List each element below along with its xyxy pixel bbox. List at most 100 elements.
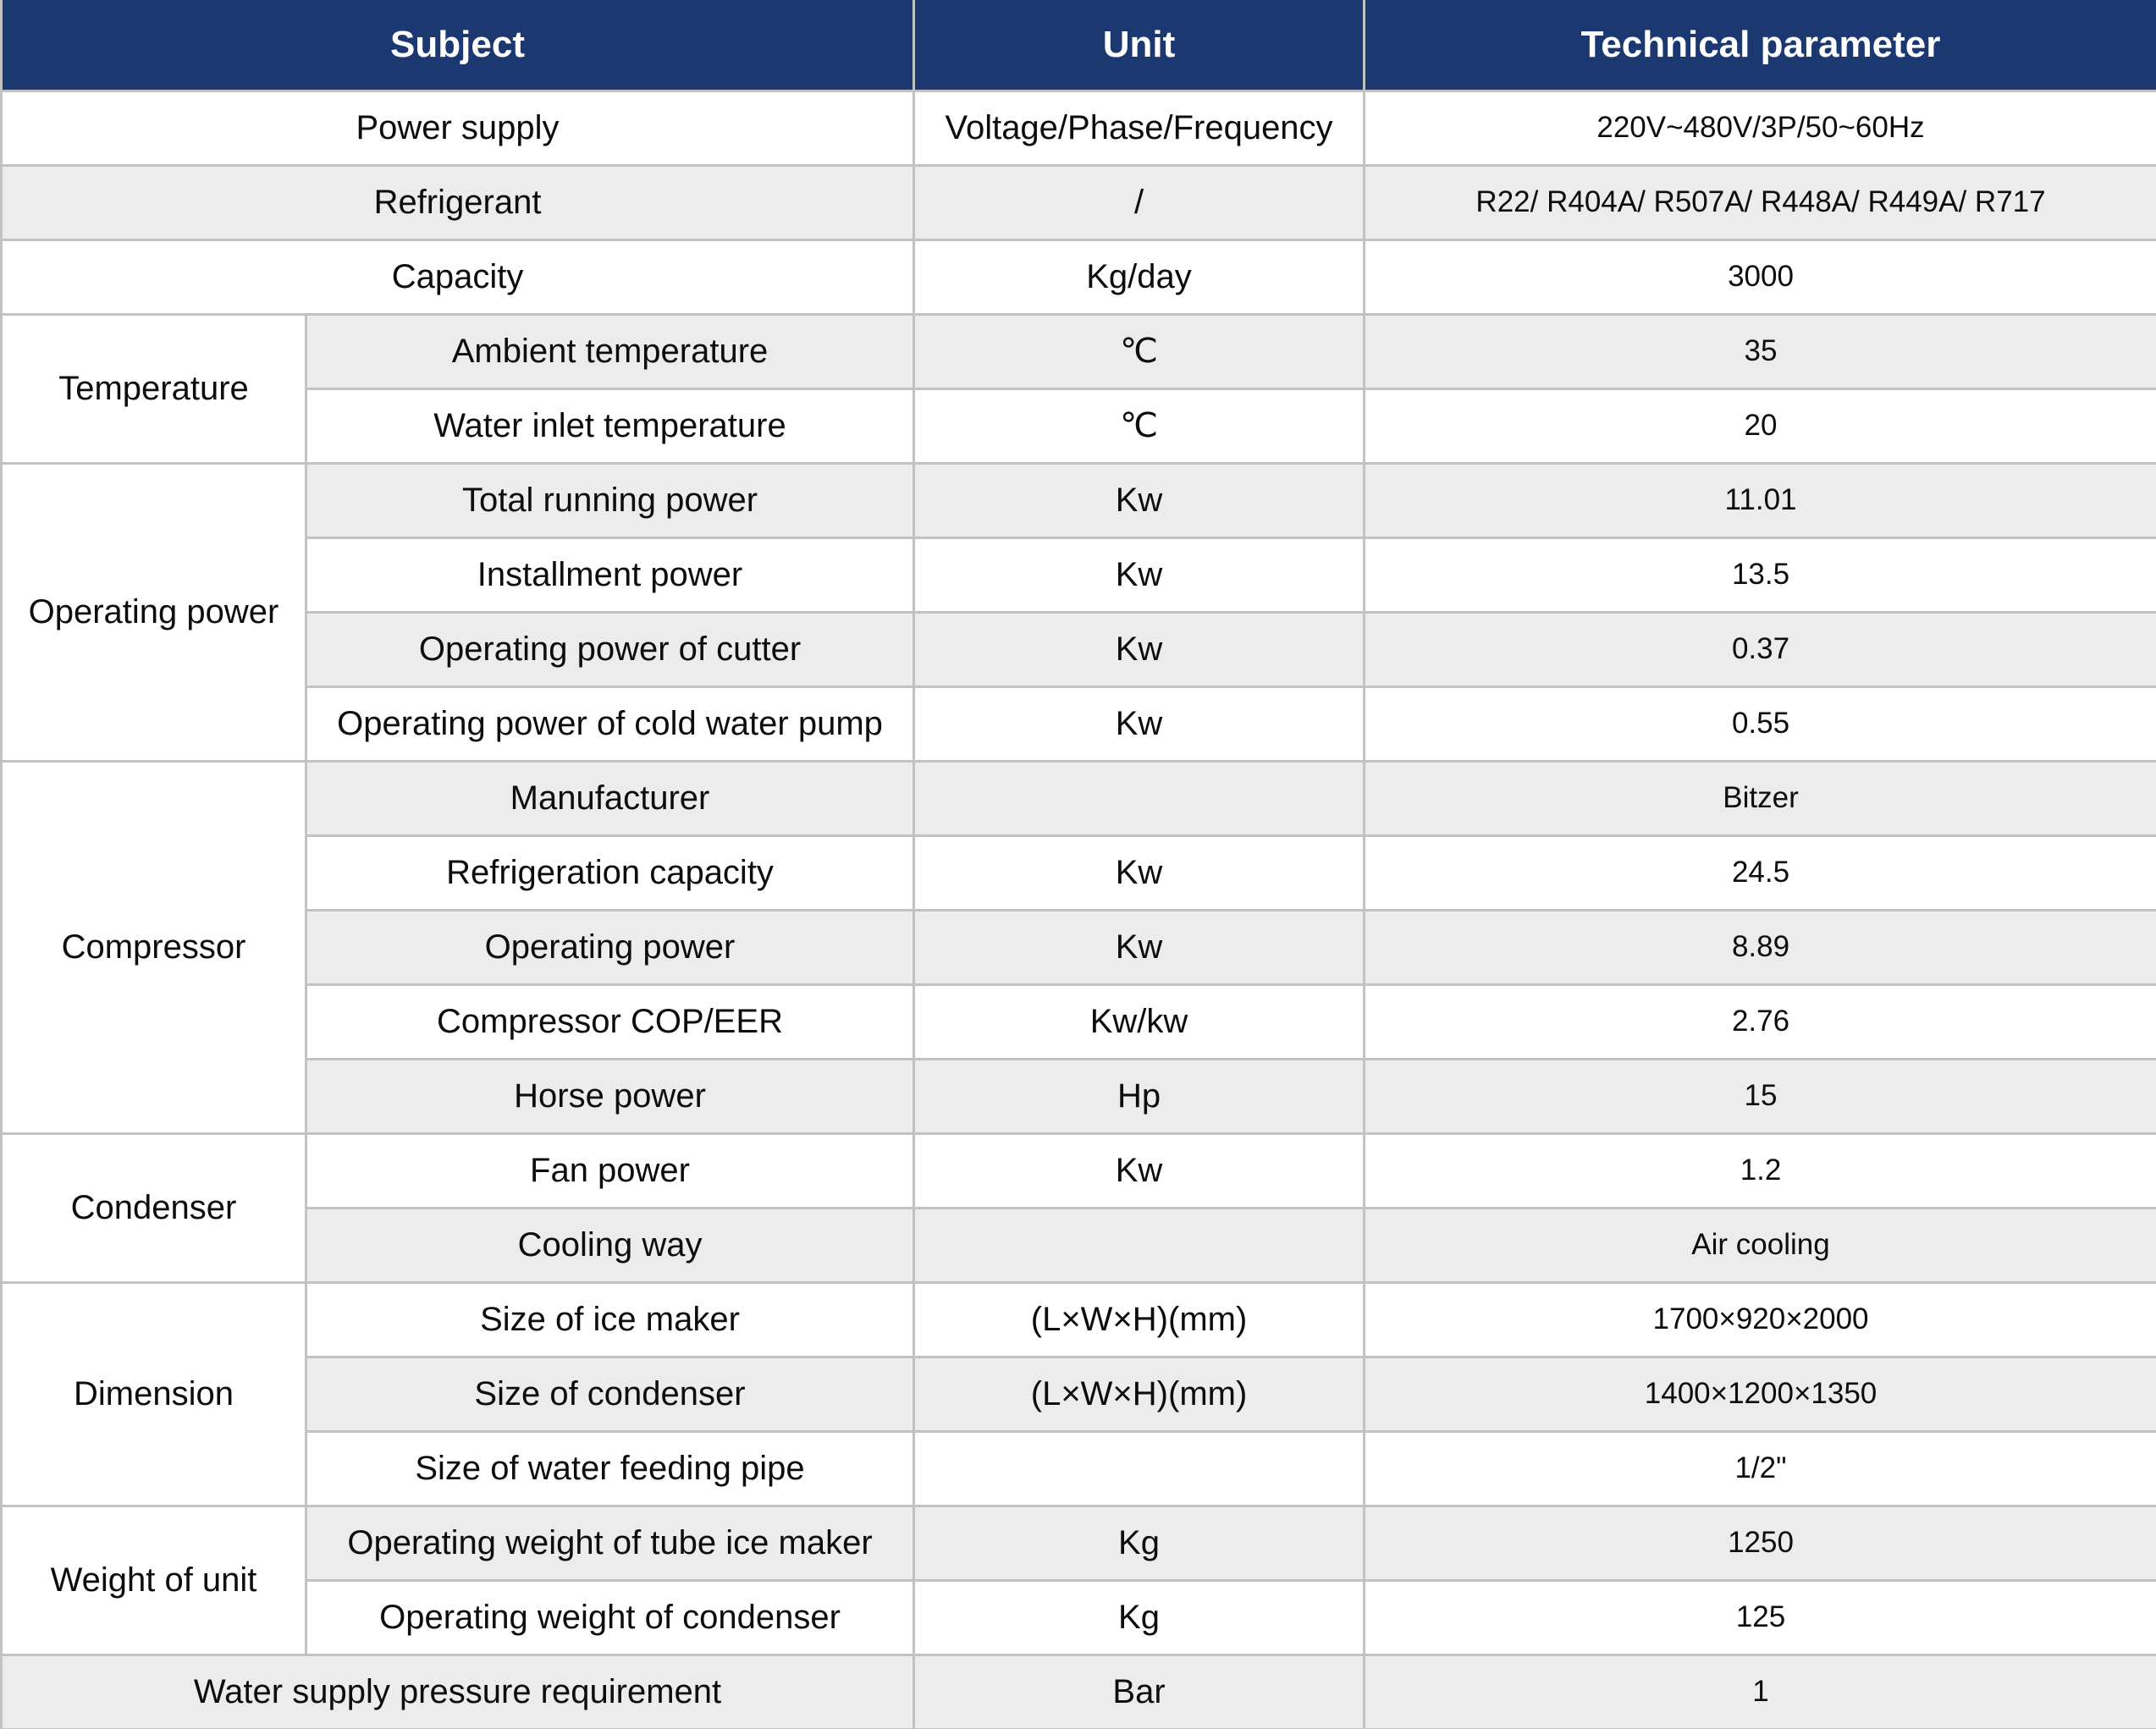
table-row: Condenser Fan power Kw 1.2 <box>0 1132 2156 1284</box>
table-row: Refrigeration capacity Kw 24.5 <box>2 834 2156 911</box>
row-label: Size of ice maker <box>304 1280 916 1358</box>
row-value: 13.5 <box>1363 536 2156 614</box>
row-value: 3000 <box>1363 238 2156 316</box>
row-label: Power supply <box>0 89 916 167</box>
row-label: Refrigeration capacity <box>304 834 916 911</box>
row-label: Capacity <box>0 238 916 316</box>
table-row: Operating power of cutter Kw 0.37 <box>2 610 2156 688</box>
row-value: 1/2" <box>1363 1429 2156 1507</box>
row-unit: Hp <box>913 1057 1366 1135</box>
row-label: Installment power <box>304 536 916 614</box>
row-unit <box>913 1206 1366 1284</box>
table-row: Size of condenser (L×W×H)(mm) 1400×1200×… <box>2 1355 2156 1433</box>
header-cell-subject: Subject <box>0 0 916 92</box>
row-unit: ℃ <box>913 312 1366 390</box>
row-value: 1400×1200×1350 <box>1363 1355 2156 1433</box>
row-label: Compressor COP/EER <box>304 983 916 1060</box>
header-cell-unit: Unit <box>913 0 1366 92</box>
row-unit: Bar <box>913 1653 1366 1729</box>
row-unit: Kw <box>913 908 1366 986</box>
row-value: 20 <box>1363 387 2156 465</box>
row-label: Manufacturer <box>304 759 916 837</box>
row-label: Horse power <box>304 1057 916 1135</box>
table-row: Compressor COP/EER Kw/kw 2.76 <box>2 983 2156 1060</box>
row-unit: Kg <box>913 1578 1366 1656</box>
row-value: R22/ R404A/ R507A/ R448A/ R449A/ R717 <box>1363 163 2156 241</box>
table-row: Operating power Kw 8.89 <box>2 908 2156 986</box>
row-value: Bitzer <box>1363 759 2156 837</box>
group-cell-temperature: Temperature <box>0 312 307 465</box>
table-row: Water inlet temperature ℃ 20 <box>2 387 2156 465</box>
row-unit: Kw <box>913 536 1366 614</box>
row-unit: Kw <box>913 610 1366 688</box>
row-value: 11.01 <box>1363 461 2156 539</box>
row-label: Water inlet temperature <box>304 387 916 465</box>
group-cell-weight-of-unit: Weight of unit <box>0 1504 307 1656</box>
table-row: Operating power Total running power Kw 1… <box>0 461 2156 763</box>
row-unit: Kw <box>913 685 1366 763</box>
table-row: Capacity Kg/day 3000 <box>0 238 2156 316</box>
table-row: Temperature Ambient temperature ℃ 35 <box>0 312 2156 465</box>
row-label: Total running power <box>304 461 916 539</box>
row-value: 0.37 <box>1363 610 2156 688</box>
row-unit <box>913 1429 1366 1507</box>
header-row: Subject Unit Technical parameter <box>0 0 2156 92</box>
row-label: Operating power of cutter <box>304 610 916 688</box>
row-value: Air cooling <box>1363 1206 2156 1284</box>
header-cell-technical-parameter: Technical parameter <box>1363 0 2156 92</box>
row-value: 8.89 <box>1363 908 2156 986</box>
group-cell-condenser: Condenser <box>0 1132 307 1284</box>
row-unit: Kw/kw <box>913 983 1366 1060</box>
row-label: Size of water feeding pipe <box>304 1429 916 1507</box>
row-label: Operating power of cold water pump <box>304 685 916 763</box>
row-value: 125 <box>1363 1578 2156 1656</box>
table-row: Power supply Voltage/Phase/Frequency 220… <box>0 89 2156 167</box>
row-label: Refrigerant <box>0 163 916 241</box>
row-value: 2.76 <box>1363 983 2156 1060</box>
row-value: 35 <box>1363 312 2156 390</box>
row-unit <box>913 759 1366 837</box>
row-label: Water supply pressure requirement <box>0 1653 916 1729</box>
table-row: Operating power of cold water pump Kw 0.… <box>2 685 2156 763</box>
row-value: 1700×920×2000 <box>1363 1280 2156 1358</box>
table-row: Water supply pressure requirement Bar 1 <box>0 1653 2156 1729</box>
row-unit: Kw <box>913 461 1366 539</box>
row-label: Operating weight of tube ice maker <box>304 1504 916 1582</box>
row-label: Cooling way <box>304 1206 916 1284</box>
row-label: Ambient temperature <box>304 312 916 390</box>
row-value: 15 <box>1363 1057 2156 1135</box>
table-row: Installment power Kw 13.5 <box>2 536 2156 614</box>
row-label: Fan power <box>304 1132 916 1209</box>
row-value: 1250 <box>1363 1504 2156 1582</box>
table-row: Dimension Size of ice maker (L×W×H)(mm) … <box>0 1280 2156 1507</box>
row-unit: (L×W×H)(mm) <box>913 1280 1366 1358</box>
table-row: Size of water feeding pipe 1/2" <box>2 1429 2156 1507</box>
row-value: 0.55 <box>1363 685 2156 763</box>
row-value: 1.2 <box>1363 1132 2156 1209</box>
row-label: Size of condenser <box>304 1355 916 1433</box>
row-unit: (L×W×H)(mm) <box>913 1355 1366 1433</box>
row-value: 24.5 <box>1363 834 2156 911</box>
row-value: 220V~480V/3P/50~60Hz <box>1363 89 2156 167</box>
row-label: Operating power <box>304 908 916 986</box>
table-row: Compressor Manufacturer Bitzer <box>0 759 2156 1135</box>
table-row: Horse power Hp 15 <box>2 1057 2156 1135</box>
table-row: Operating weight of condenser Kg 125 <box>2 1578 2156 1656</box>
row-value: 1 <box>1363 1653 2156 1729</box>
row-unit: Kg/day <box>913 238 1366 316</box>
row-unit: Voltage/Phase/Frequency <box>913 89 1366 167</box>
row-unit: Kw <box>913 834 1366 911</box>
table-row: Weight of unit Operating weight of tube … <box>0 1504 2156 1656</box>
row-unit: Kw <box>913 1132 1366 1209</box>
group-cell-dimension: Dimension <box>0 1280 307 1507</box>
row-unit: ℃ <box>913 387 1366 465</box>
group-cell-compressor: Compressor <box>0 759 307 1135</box>
row-label: Operating weight of condenser <box>304 1578 916 1656</box>
table-row: Refrigerant / R22/ R404A/ R507A/ R448A/ … <box>0 163 2156 241</box>
row-unit: / <box>913 163 1366 241</box>
group-cell-operating-power: Operating power <box>0 461 307 763</box>
table-row: Cooling way Air cooling <box>2 1206 2156 1284</box>
row-unit: Kg <box>913 1504 1366 1582</box>
